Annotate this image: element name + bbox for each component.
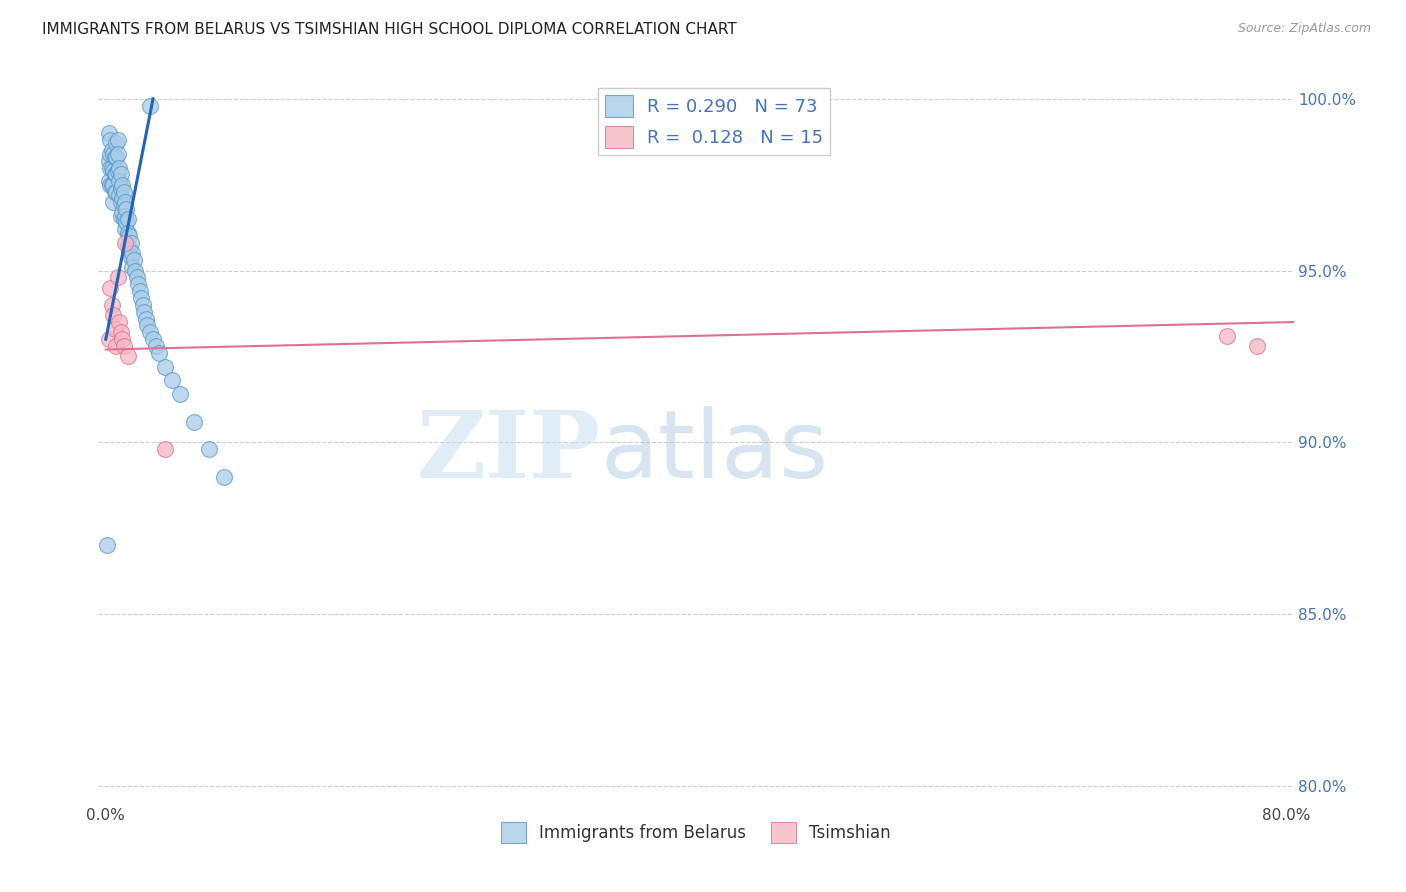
Point [153,359,176,374]
Point [104,322,127,336]
Point [127,277,149,292]
Point [117,226,139,240]
Point [104,150,127,164]
Text: IMMIGRANTS FROM BELARUS VS TSIMSHIAN HIGH SCHOOL DIPLOMA CORRELATION CHART: IMMIGRANTS FROM BELARUS VS TSIMSHIAN HIG… [42,22,737,37]
Point [128,284,150,298]
Point [105,339,128,353]
Point [111,332,134,346]
Point [101,164,124,178]
Point [134,304,156,318]
Point [114,222,136,236]
Point [120,250,142,264]
Point [131,298,153,312]
Text: atlas: atlas [600,406,828,498]
Point [100,144,122,158]
Point [129,291,152,305]
Point [117,239,139,253]
Point [117,350,139,364]
Point [110,326,132,340]
Point [107,133,129,147]
Point [183,415,205,429]
Point [100,178,122,192]
Point [139,326,162,340]
Point [96,538,118,552]
Point [142,332,165,346]
Point [111,191,134,205]
Point [136,318,159,333]
Point [111,205,134,219]
Point [121,260,143,274]
Point [114,194,136,209]
Point [107,146,129,161]
Point [198,442,221,456]
Point [112,212,135,227]
Point [112,185,135,199]
Point [145,339,167,353]
Point [107,270,129,285]
Point [97,332,120,346]
Point [101,308,124,322]
Point [104,185,127,199]
Point [118,243,141,257]
Point [97,153,120,168]
Point [169,387,191,401]
Point [101,194,124,209]
Point [98,146,121,161]
Point [110,181,132,195]
Point [97,126,120,140]
Point [105,150,128,164]
Point [105,136,128,151]
Point [1246,339,1268,353]
Point [107,164,129,178]
Point [108,161,131,175]
Point [115,215,138,229]
Point [114,235,136,250]
Point [97,174,120,188]
Point [110,194,132,209]
Point [110,209,132,223]
Point [124,263,146,277]
Point [135,311,157,326]
Point [1216,328,1239,343]
Point [112,198,135,212]
Text: Source: ZipAtlas.com: Source: ZipAtlas.com [1237,22,1371,36]
Point [115,202,138,216]
Point [139,98,162,112]
Point [118,229,141,244]
Point [121,246,143,260]
Point [101,178,124,192]
Point [110,167,132,181]
Text: ZIP: ZIP [416,407,600,497]
Point [108,315,131,329]
Point [98,161,121,175]
Legend: Immigrants from Belarus, Tsimshian: Immigrants from Belarus, Tsimshian [494,815,898,849]
Point [108,174,131,188]
Point [101,146,124,161]
Point [100,161,122,175]
Point [112,339,135,353]
Point [105,167,128,181]
Point [98,178,121,192]
Point [108,188,131,202]
Point [98,281,121,295]
Point [104,167,127,181]
Point [98,133,121,147]
Point [148,346,170,360]
Point [153,442,176,456]
Point [117,212,139,227]
Point [160,373,183,387]
Point [100,298,122,312]
Point [105,185,128,199]
Point [111,178,134,192]
Point [125,270,148,285]
Point [120,235,142,250]
Point [122,253,145,268]
Point [114,209,136,223]
Point [212,469,235,483]
